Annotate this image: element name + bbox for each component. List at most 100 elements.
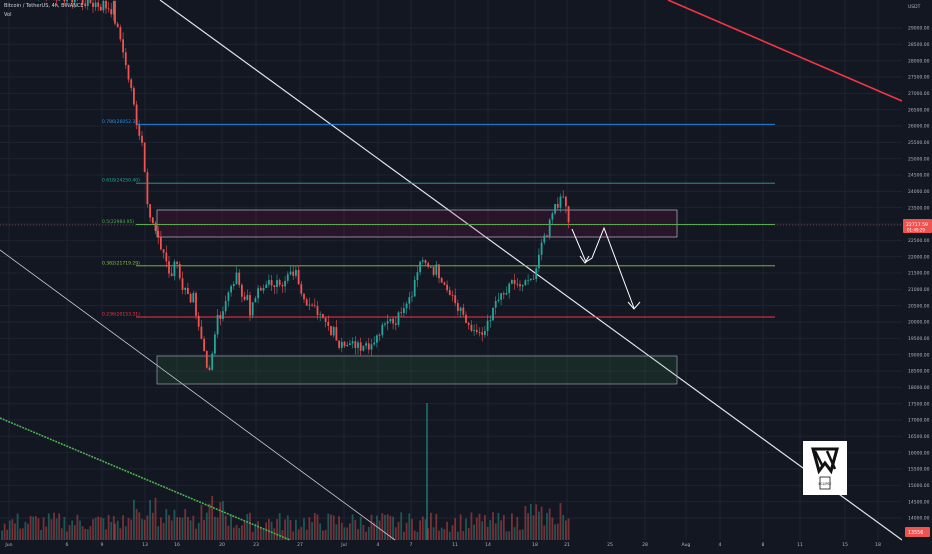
volume-bar [336,524,338,540]
candle-body [373,343,375,345]
volume-bar [30,516,32,540]
candle-body [295,270,297,276]
volume-bar [441,528,443,540]
volume-bar [349,523,351,540]
price-tick-label: 19000.00 [908,352,930,358]
volume-bar [311,522,313,540]
volume-bar [452,525,454,540]
candle-body [298,270,300,284]
candle-body [71,0,73,2]
candle-body [414,280,416,296]
candle-body [514,280,516,284]
candle-body [533,279,535,280]
volume-bar [414,531,416,540]
volume-bar [222,501,224,540]
volume-bar [246,514,248,540]
volume-bar [201,505,203,540]
volume-bar [58,513,60,540]
candle-body [511,280,513,284]
candle-body [441,278,443,282]
logo-text: ECLIPSE [819,482,832,486]
price-tick-label: 27000.00 [908,91,930,97]
volume-bar [398,522,400,540]
price-tick-label: 22000.00 [908,254,930,260]
candle-body [217,315,219,334]
volume-bar [514,527,516,540]
price-tick-label: 15000.00 [908,483,930,489]
volume-bar [341,523,343,540]
volume-bar [406,523,408,540]
red-trendline [668,0,902,101]
candle-body [481,332,483,335]
volume-bar [238,528,240,540]
candle-body [144,143,146,172]
candle-body [325,318,327,322]
candle-body [344,342,346,346]
volume-bar [363,525,365,540]
volume-bar [495,523,497,540]
price-tick-label: 23500.00 [908,205,930,211]
candle-body [349,343,351,345]
candle-body [368,343,370,349]
candle-body [152,218,154,224]
volume-bar [117,521,119,540]
candle-body [160,237,162,249]
candle-body [471,325,473,331]
fib-label: 0.5(22984.95) [102,219,134,225]
candle-body [527,280,529,281]
volume-bar [69,525,71,540]
candle-body [476,330,478,332]
volume-bar [295,520,297,540]
candle-body [190,294,192,302]
price-tick-label: 28500.00 [908,42,930,48]
volume-bar [19,529,21,540]
volume-bar [473,525,475,540]
candle-body [546,235,548,236]
candle-body [341,342,343,348]
candle-body [406,304,408,309]
price-tick-label: 27500.00 [908,75,930,81]
volume-bar [511,513,513,540]
candle-body [444,282,446,284]
volume-bar [530,504,532,540]
volume-bar [209,504,211,540]
volume-bar [465,519,467,540]
candle-body [422,260,424,261]
volume-bar [22,528,24,540]
candle-body [390,319,392,322]
candle-body [201,327,203,339]
candle-body [460,308,462,311]
candle-body [525,280,527,285]
volume-bar [435,514,437,540]
volume-bar [344,527,346,540]
time-tick-label: 4 [377,542,380,548]
volume-bar [147,515,149,540]
candle-body [319,314,321,315]
candle-body [110,9,112,14]
candle-body [468,323,470,325]
candle-body [311,305,313,306]
volume-bar [522,529,524,540]
volume-bar [330,515,332,540]
time-tick-label: 21 [564,542,570,548]
volume-bar [14,523,16,540]
time-tick-label: 4 [719,542,722,548]
volume-bar [114,524,116,540]
volume-bar [460,514,462,540]
volume-bar [105,529,107,540]
volume-bar [322,531,324,540]
price-axis[interactable]: USDT29000.0028500.0028000.0027500.002700… [902,0,932,550]
candle-body [446,285,448,290]
volume-bar [74,525,76,540]
volume-bar [562,515,564,540]
volume-bar [298,529,300,540]
time-tick-label: 9 [101,542,104,548]
price-tick-label: 14000.00 [908,516,930,522]
volume-bar [557,524,559,540]
volume-bar [203,520,205,540]
candle-body [425,260,427,263]
candle-body [365,343,367,345]
